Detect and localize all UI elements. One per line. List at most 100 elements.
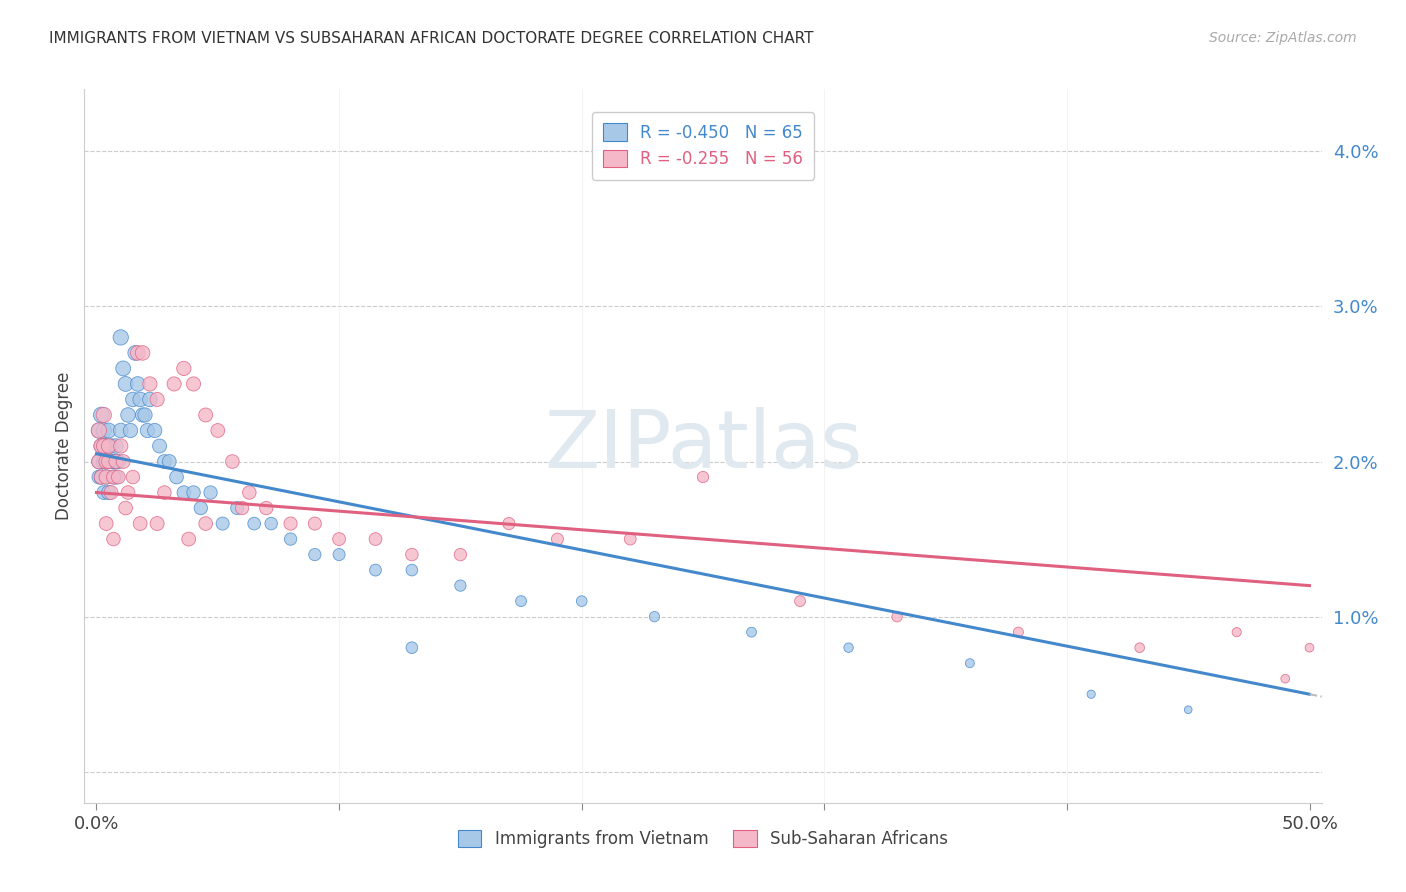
Point: [110, 439, 132, 453]
Point: [959, 656, 981, 670]
Point: [401, 563, 423, 577]
Point: [110, 424, 132, 438]
Point: [143, 424, 166, 438]
Point: [173, 485, 195, 500]
Point: [146, 516, 169, 531]
Point: [280, 516, 302, 531]
Point: [364, 532, 387, 546]
Point: [243, 516, 266, 531]
Point: [103, 470, 125, 484]
Text: ZIPatlas: ZIPatlas: [544, 407, 862, 485]
Point: [139, 392, 162, 407]
Point: [789, 594, 811, 608]
Point: [97, 454, 120, 468]
Point: [211, 516, 233, 531]
Point: [510, 594, 533, 608]
Point: [449, 579, 471, 593]
Point: [173, 361, 195, 376]
Point: [238, 485, 260, 500]
Point: [129, 516, 152, 531]
Point: [122, 392, 145, 407]
Point: [104, 470, 127, 484]
Point: [449, 548, 471, 562]
Point: [96, 439, 118, 453]
Point: [100, 485, 122, 500]
Point: [93, 439, 115, 453]
Point: [103, 454, 125, 468]
Point: [1226, 625, 1249, 640]
Point: [114, 376, 136, 391]
Point: [87, 424, 110, 438]
Point: [838, 640, 860, 655]
Point: [221, 454, 243, 468]
Point: [619, 532, 641, 546]
Point: [157, 454, 180, 468]
Point: [93, 424, 115, 438]
Point: [120, 424, 142, 438]
Text: IMMIGRANTS FROM VIETNAM VS SUBSAHARAN AFRICAN DOCTORATE DEGREE CORRELATION CHART: IMMIGRANTS FROM VIETNAM VS SUBSAHARAN AF…: [49, 31, 814, 46]
Point: [97, 454, 120, 468]
Point: [104, 439, 127, 453]
Point: [200, 485, 222, 500]
Point: [87, 470, 110, 484]
Point: [90, 470, 112, 484]
Point: [93, 454, 115, 468]
Point: [96, 516, 118, 531]
Point: [163, 376, 186, 391]
Point: [134, 408, 156, 422]
Point: [90, 439, 112, 453]
Y-axis label: Doctorate Degree: Doctorate Degree: [55, 372, 73, 520]
Point: [1007, 625, 1029, 640]
Point: [643, 609, 665, 624]
Point: [93, 439, 115, 453]
Point: [304, 548, 326, 562]
Point: [231, 501, 253, 516]
Point: [97, 424, 120, 438]
Point: [364, 563, 387, 577]
Point: [97, 485, 120, 500]
Point: [498, 516, 520, 531]
Point: [1298, 640, 1320, 655]
Point: [122, 470, 145, 484]
Point: [194, 516, 217, 531]
Point: [1080, 687, 1102, 701]
Point: [110, 330, 132, 344]
Point: [97, 439, 120, 453]
Point: [96, 470, 118, 484]
Point: [129, 392, 152, 407]
Point: [194, 408, 217, 422]
Point: [401, 640, 423, 655]
Point: [96, 454, 118, 468]
Legend: Immigrants from Vietnam, Sub-Saharan Africans: Immigrants from Vietnam, Sub-Saharan Afr…: [451, 823, 955, 855]
Point: [100, 454, 122, 468]
Point: [96, 470, 118, 484]
Point: [328, 548, 350, 562]
Point: [1274, 672, 1296, 686]
Point: [254, 501, 277, 516]
Point: [886, 609, 908, 624]
Point: [87, 454, 110, 468]
Point: [104, 454, 127, 468]
Point: [131, 346, 153, 360]
Point: [114, 501, 136, 516]
Point: [546, 532, 568, 546]
Point: [100, 439, 122, 453]
Point: [139, 376, 162, 391]
Point: [90, 470, 112, 484]
Point: [107, 470, 129, 484]
Point: [328, 532, 350, 546]
Point: [93, 485, 115, 500]
Point: [571, 594, 593, 608]
Point: [90, 439, 112, 453]
Point: [183, 485, 205, 500]
Point: [260, 516, 283, 531]
Point: [1177, 703, 1199, 717]
Point: [107, 454, 129, 468]
Point: [96, 454, 118, 468]
Point: [117, 485, 139, 500]
Point: [401, 548, 423, 562]
Point: [177, 532, 200, 546]
Point: [127, 376, 149, 391]
Point: [127, 346, 149, 360]
Point: [87, 454, 110, 468]
